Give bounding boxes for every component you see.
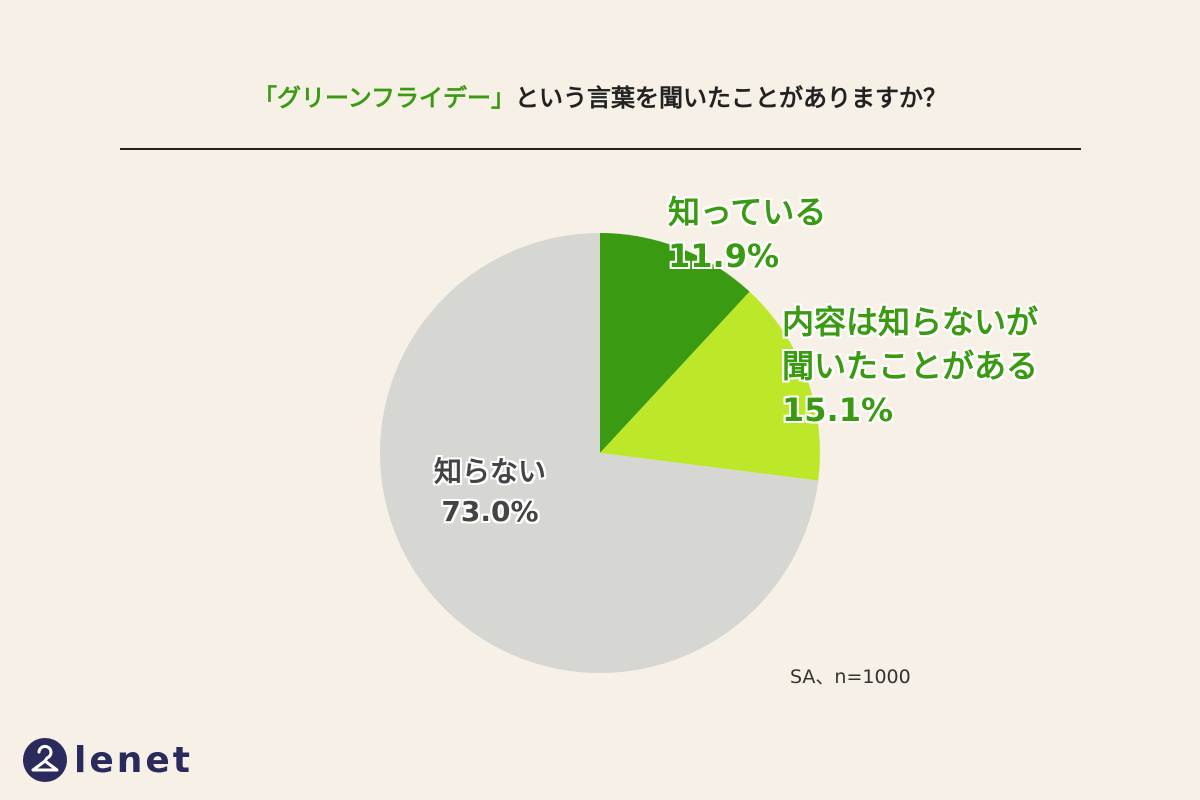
pie-slice-0 (600, 233, 750, 453)
logo-text: lenet (74, 739, 194, 781)
pie-slice-2 (379, 233, 819, 673)
slice-label-text: 聞いたことがある (782, 347, 1039, 385)
title-rest: という言葉を聞いたことがありますか？ (515, 84, 948, 112)
slice-label-heard: 内容は知らないが 聞いたことがある 15.1% (782, 300, 1038, 432)
sample-note: SA、n=1000 (790, 666, 911, 688)
slice-label-text: 内容は知らないが (782, 303, 1039, 341)
pie-slice-1 (600, 291, 820, 481)
hanger-icon (23, 738, 67, 782)
title-highlight: 「グリーンフライデー」 (252, 84, 516, 112)
slice-value-label: 73.0% (441, 495, 539, 528)
slice-label-known: 知っている 11.9% (668, 190, 826, 278)
slice-label-text: 知らない (433, 455, 546, 488)
chart-title: 「グリーンフライデー」という言葉を聞いたことがありますか？ (0, 78, 1200, 113)
slice-value-label: 11.9% (668, 237, 780, 275)
lenet-logo: lenet (22, 737, 193, 783)
title-divider (120, 148, 1081, 150)
slice-value-label: 15.1% (782, 391, 894, 429)
slice-label-text: 知っている (668, 193, 827, 231)
slice-label-unknown: 知らない 73.0% (405, 452, 575, 532)
